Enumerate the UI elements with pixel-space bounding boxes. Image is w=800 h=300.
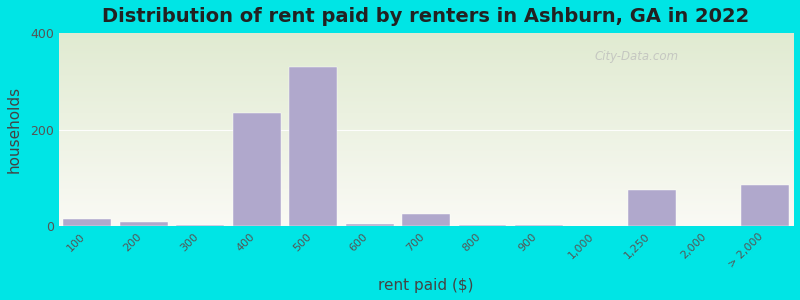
Bar <box>628 190 676 226</box>
Bar <box>176 225 224 226</box>
Bar <box>233 113 281 226</box>
Text: City-Data.com: City-Data.com <box>595 50 679 63</box>
Bar <box>346 224 394 226</box>
X-axis label: rent paid ($): rent paid ($) <box>378 278 474 293</box>
Bar <box>458 225 506 226</box>
Y-axis label: households: households <box>7 86 22 173</box>
Bar <box>63 219 111 226</box>
Bar <box>741 185 789 226</box>
Bar <box>120 222 168 226</box>
Bar <box>402 214 450 226</box>
Bar <box>289 67 337 227</box>
Bar <box>515 225 563 226</box>
Title: Distribution of rent paid by renters in Ashburn, GA in 2022: Distribution of rent paid by renters in … <box>102 7 750 26</box>
